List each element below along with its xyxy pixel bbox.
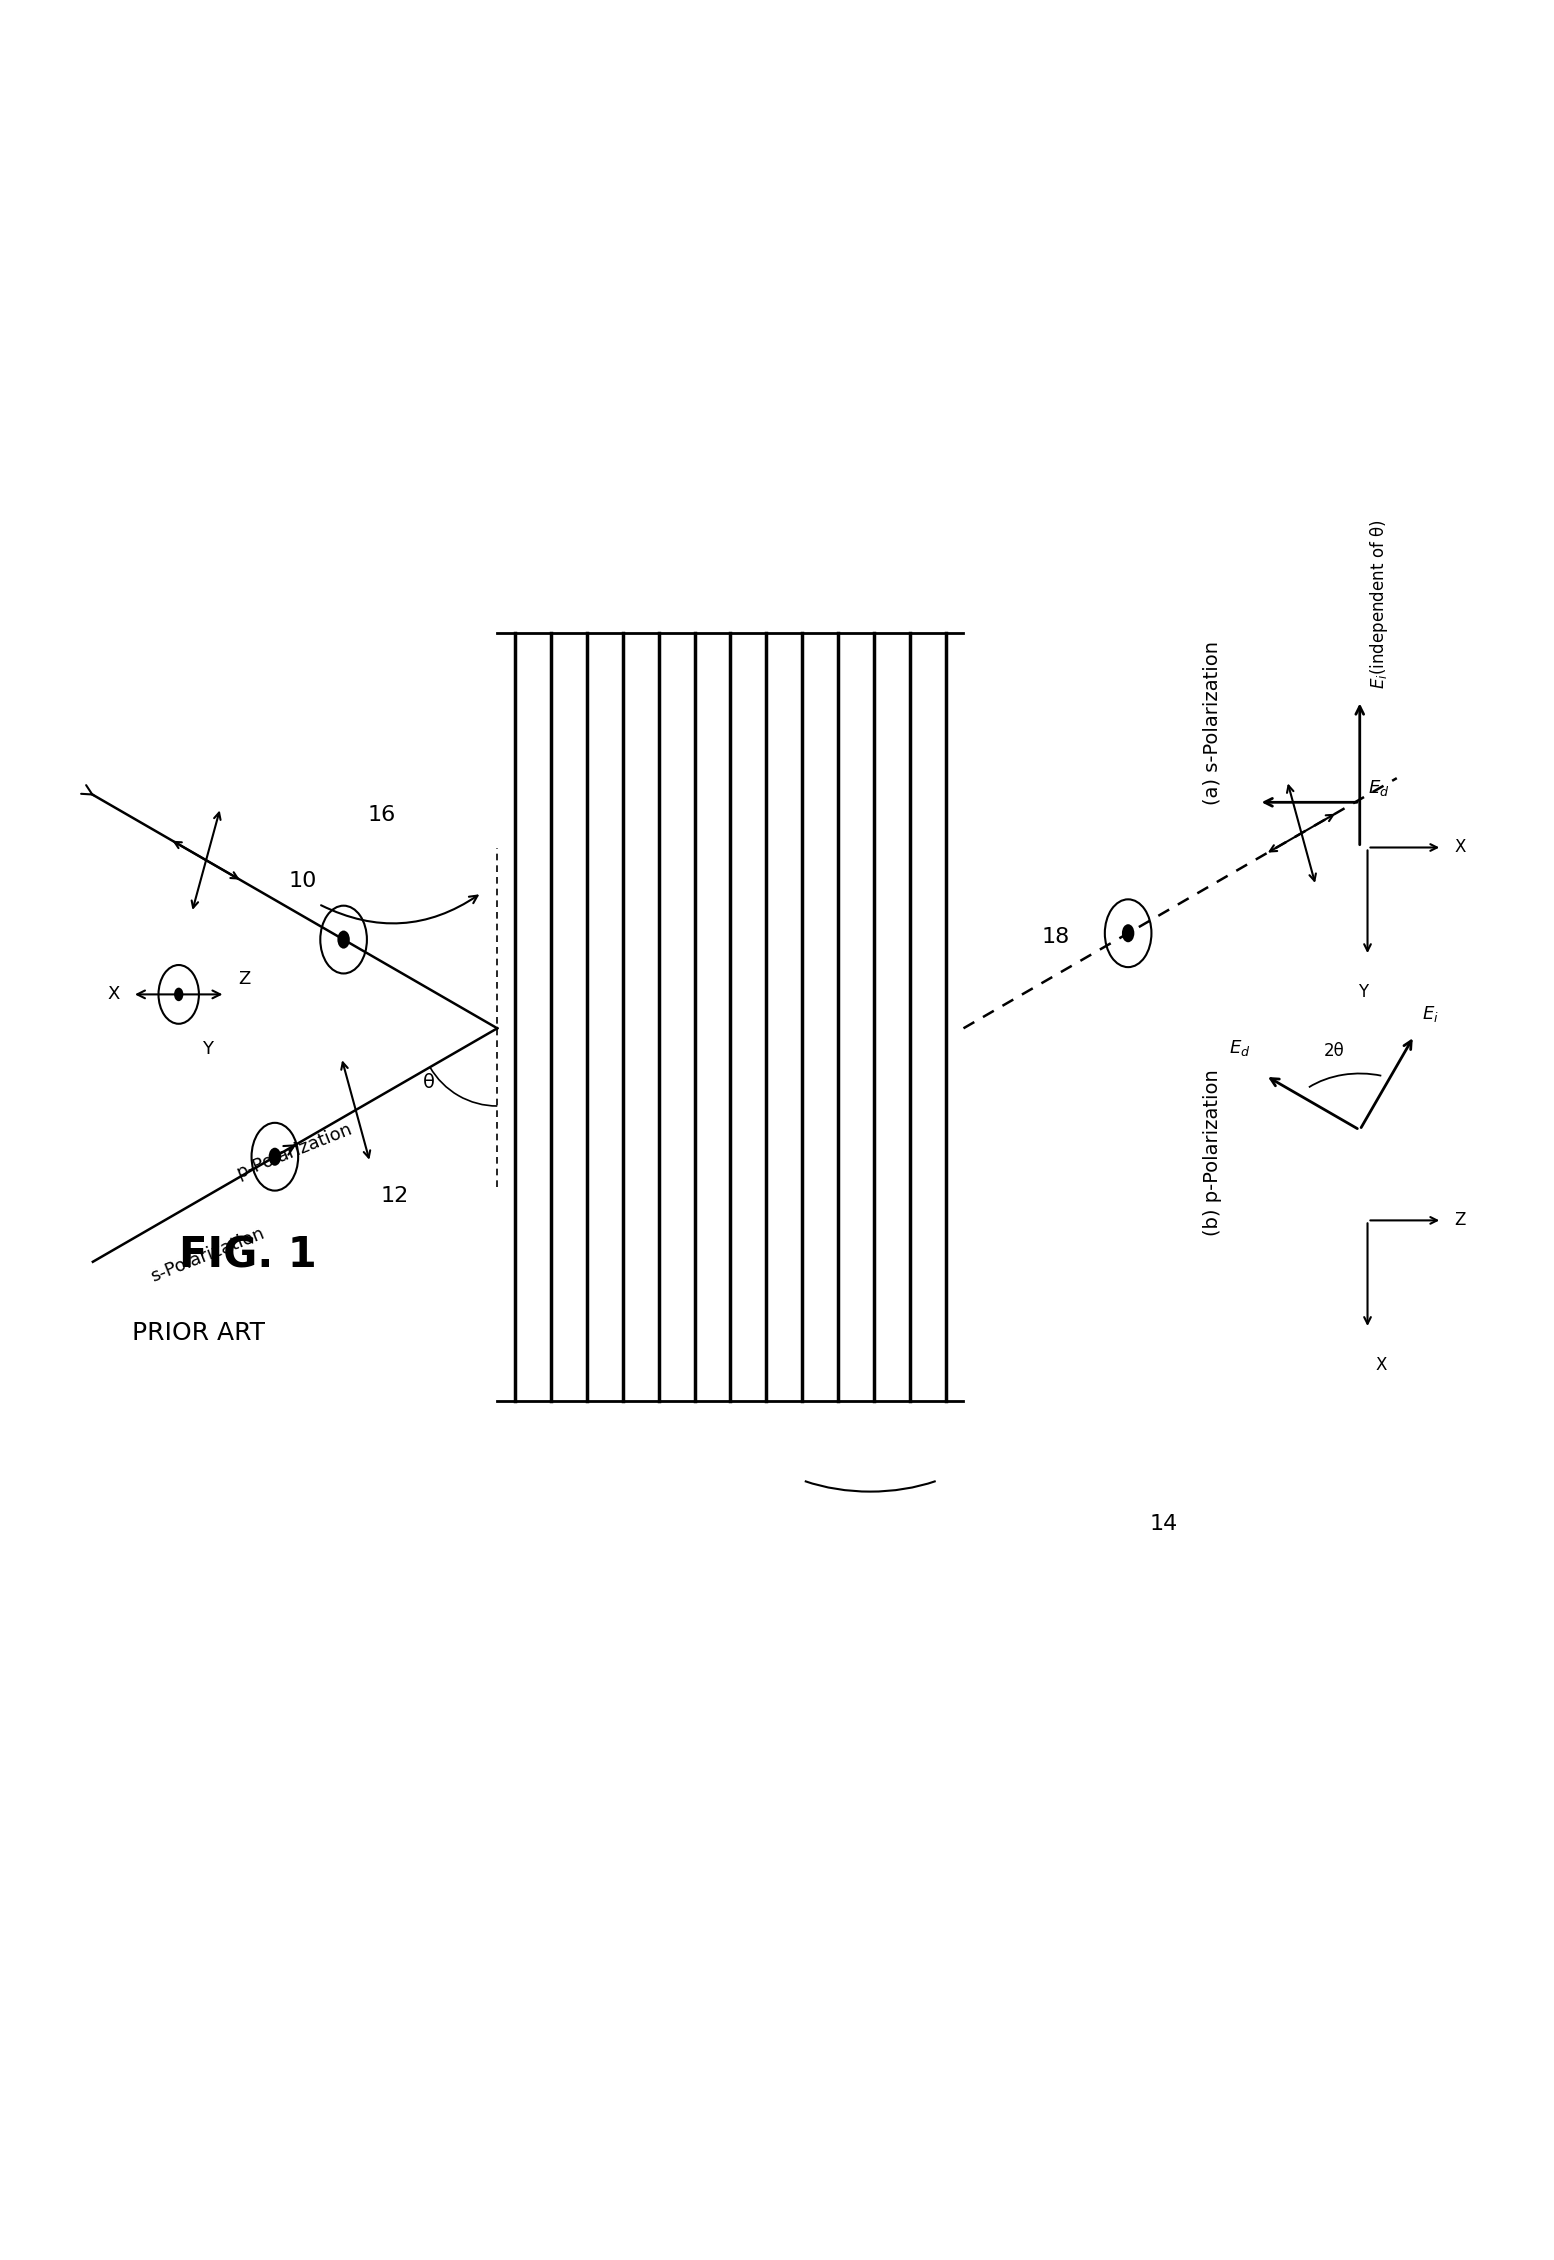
Text: Y: Y	[1358, 983, 1368, 1001]
Text: 18: 18	[1041, 927, 1069, 947]
Text: FIG. 1: FIG. 1	[179, 1234, 317, 1277]
Text: Y: Y	[202, 1040, 213, 1058]
Circle shape	[337, 931, 350, 949]
Circle shape	[252, 1123, 298, 1191]
Text: 2θ: 2θ	[1324, 1042, 1344, 1060]
Text: 16: 16	[368, 805, 396, 825]
Circle shape	[174, 988, 183, 1001]
Text: PRIOR ART: PRIOR ART	[132, 1320, 266, 1345]
Text: (b) p-Polarization: (b) p-Polarization	[1203, 1069, 1221, 1236]
Text: s-Polarization: s-Polarization	[148, 1225, 267, 1286]
Circle shape	[320, 906, 367, 974]
Text: X: X	[1455, 838, 1465, 857]
Text: Z: Z	[238, 970, 250, 988]
Circle shape	[269, 1148, 281, 1166]
Text: $E_d$: $E_d$	[1368, 777, 1389, 798]
Circle shape	[1105, 899, 1152, 967]
Text: $E_i$: $E_i$	[1422, 1003, 1439, 1024]
Text: Z: Z	[1455, 1211, 1465, 1229]
Text: X: X	[1375, 1356, 1386, 1374]
Text: p-Polarization: p-Polarization	[233, 1121, 354, 1182]
Circle shape	[159, 965, 199, 1024]
Text: θ: θ	[423, 1074, 435, 1092]
Text: 10: 10	[289, 872, 317, 890]
Text: 12: 12	[381, 1186, 409, 1207]
Circle shape	[1122, 924, 1134, 942]
Text: $E_d$: $E_d$	[1229, 1037, 1249, 1058]
Text: $E_i$(independent of θ): $E_i$(independent of θ)	[1368, 520, 1389, 689]
Text: X: X	[107, 985, 120, 1003]
Text: 14: 14	[1150, 1514, 1178, 1535]
Text: (a) s-Polarization: (a) s-Polarization	[1203, 642, 1221, 805]
